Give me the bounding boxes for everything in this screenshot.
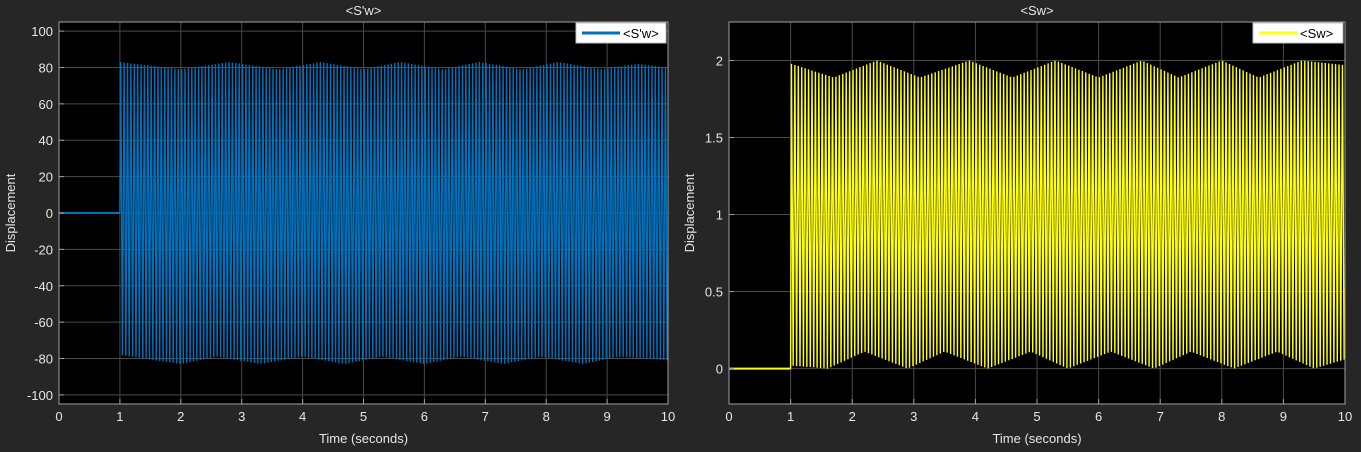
y-tick-label: 40 xyxy=(39,133,53,148)
chart-title: <Sw> xyxy=(1020,3,1053,18)
x-tick-label: 5 xyxy=(1033,409,1040,424)
y-tick-label: 0 xyxy=(716,362,723,377)
chart-1: 0 1 2 3 4 5 6 7 8 9 10 -100 -80 -60 -40 -20 0 20 40 60 80 100… xyxy=(3,3,675,446)
x-axis-label: Time (seconds) xyxy=(319,431,408,446)
legend-label: <S'w> xyxy=(623,26,659,41)
legend-box xyxy=(575,22,667,44)
series-line xyxy=(789,60,1345,369)
x-tick-label: 9 xyxy=(603,409,610,424)
legend[interactable]: <S'w> xyxy=(575,22,667,44)
x-tick-label: 0 xyxy=(725,409,732,424)
legend-label: <Sw> xyxy=(1300,26,1333,41)
y-tick-label: 1.5 xyxy=(705,131,723,146)
x-tick-label: 6 xyxy=(1095,409,1102,424)
x-axis-label: Time (seconds) xyxy=(992,431,1081,446)
y-tick-label: 0.5 xyxy=(705,285,723,300)
x-tick-label: 4 xyxy=(972,409,979,424)
series-1 xyxy=(59,62,668,364)
x-tick-label: 5 xyxy=(360,409,367,424)
y-tick-label: 60 xyxy=(39,97,53,112)
x-tick-label: 4 xyxy=(299,409,306,424)
legend[interactable]: <Sw> xyxy=(1252,22,1344,44)
x-tick-label: 7 xyxy=(482,409,489,424)
y-tick-label: 2 xyxy=(716,54,723,69)
y-tick-label: -40 xyxy=(34,279,53,294)
x-tick-label: 3 xyxy=(238,409,245,424)
x-tick-label: 8 xyxy=(543,409,550,424)
y-tick-label: -60 xyxy=(34,315,53,330)
y-axis-label: Displacement xyxy=(3,173,18,252)
y-axis-label: Displacement xyxy=(682,173,697,252)
y-tick-label: -100 xyxy=(27,388,53,403)
x-tick-label: 1 xyxy=(116,409,123,424)
x-tick-label: 1 xyxy=(787,409,794,424)
x-tick-label: 2 xyxy=(849,409,856,424)
x-tick-label: 3 xyxy=(910,409,917,424)
y-tick-label: 0 xyxy=(46,206,53,221)
legend-box xyxy=(1252,22,1344,44)
x-tick-label: 9 xyxy=(1280,409,1287,424)
x-tick-label: 7 xyxy=(1157,409,1164,424)
series-line xyxy=(119,62,668,364)
series-1 xyxy=(729,60,1345,370)
x-tick-label: 0 xyxy=(55,409,62,424)
y-tick-label: 80 xyxy=(39,60,53,75)
y-tick-label: 1 xyxy=(716,208,723,223)
y-tick-label: 100 xyxy=(31,24,53,39)
y-tick-label: -20 xyxy=(34,242,53,257)
chart-title: <S'w> xyxy=(346,3,382,18)
y-tick-label: 20 xyxy=(39,170,53,185)
x-tick-label: 10 xyxy=(661,409,675,424)
x-tick-label: 8 xyxy=(1218,409,1225,424)
y-tick-label: -80 xyxy=(34,352,53,367)
x-tick-label: 2 xyxy=(177,409,184,424)
x-tick-label: 6 xyxy=(421,409,428,424)
x-tick-label: 10 xyxy=(1338,409,1352,424)
chart-2: 0 1 2 3 4 5 6 7 8 9 10 0 0.5 1 1.5 2 <Sw> Time (seconds) D… xyxy=(682,3,1352,446)
